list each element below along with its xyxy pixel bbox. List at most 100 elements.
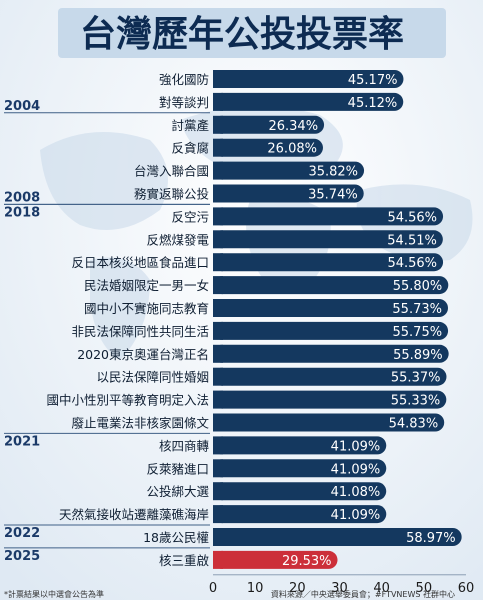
bar-left-cap	[213, 70, 223, 88]
bar-left-cap	[213, 436, 223, 455]
year-label: 2004	[4, 99, 40, 114]
category-label: 務實返聯公投	[134, 187, 209, 202]
page-title: 台灣歷年公投投票率	[80, 14, 404, 55]
bar-left-cap	[213, 161, 223, 180]
bar-left-cap	[213, 390, 223, 409]
bar-left-cap	[213, 184, 223, 203]
bar	[213, 138, 323, 157]
bar	[213, 550, 338, 569]
bar-left-cap	[213, 115, 223, 134]
category-label: 反貪腐	[171, 141, 209, 156]
bar	[213, 482, 387, 501]
category-label: 核四商轉	[159, 438, 210, 453]
value-label: 54.56%	[387, 256, 437, 271]
bar	[213, 115, 325, 134]
x-tick-label: 20	[289, 581, 306, 596]
bar	[213, 207, 444, 226]
value-label: 35.82%	[308, 165, 358, 180]
value-label: 29.53%	[282, 554, 332, 569]
title-box	[58, 8, 446, 58]
bar	[213, 321, 449, 340]
value-label: 55.37%	[391, 371, 441, 386]
category-label: 強化國防	[159, 72, 209, 87]
value-label: 54.51%	[387, 233, 437, 248]
bar	[213, 161, 365, 180]
bar-left-cap	[213, 138, 223, 157]
bar	[213, 390, 447, 409]
bar	[213, 413, 445, 432]
bar	[213, 367, 447, 386]
bar	[213, 70, 404, 88]
year-label: 2008	[4, 190, 40, 205]
bar	[213, 528, 462, 546]
category-label: 民法婚姻限定一男一女	[84, 278, 209, 293]
category-label: 對等談判	[159, 95, 209, 110]
value-label: 58.97%	[406, 531, 456, 546]
bar-left-cap	[213, 505, 223, 524]
value-label: 54.83%	[389, 417, 439, 432]
x-axis: 0 10 20 30 40 50 60	[209, 574, 475, 596]
bar	[213, 92, 404, 111]
category-label: 天然氣接收站遷離藻礁海岸	[59, 507, 209, 522]
bar-left-cap	[213, 207, 223, 226]
value-label: 41.09%	[331, 462, 381, 477]
category-label: 反空污	[171, 209, 209, 224]
title-banner: 台灣歷年公投投票率	[58, 8, 446, 58]
category-label: 非民法保障同性共同生活	[71, 324, 209, 339]
bar-left-cap	[213, 299, 223, 317]
category-label: 18歲公民權	[143, 530, 209, 545]
category-label: 廢止電業法非核家園條文	[71, 416, 209, 431]
category-label: 台灣入聯合國	[134, 164, 209, 179]
bar-left-cap	[213, 367, 223, 386]
bar-left-cap	[213, 482, 223, 501]
bar-left-cap	[213, 413, 223, 432]
bar	[213, 459, 387, 478]
value-label: 45.12%	[348, 96, 398, 111]
category-label: 國中小性別平等教育明定入法	[46, 393, 209, 408]
bar-left-cap	[213, 92, 223, 111]
year-label: 2021	[4, 434, 40, 449]
bar	[213, 344, 449, 363]
bar-left-cap	[213, 230, 223, 249]
x-tick-label: 50	[416, 581, 433, 596]
bar	[213, 505, 387, 524]
value-label: 26.34%	[268, 119, 318, 134]
category-label: 核三重啟	[159, 553, 210, 568]
bar	[213, 230, 443, 249]
category-label: 反日本核災地區食品進口	[71, 255, 209, 270]
value-label: 55.89%	[393, 348, 443, 363]
bar-left-cap	[213, 276, 223, 295]
value-label: 26.08%	[267, 142, 317, 157]
footnote: *計票結果以中選會公告為準	[4, 589, 104, 599]
x-tick-label: 0	[209, 581, 217, 596]
bar	[213, 253, 444, 272]
bar	[213, 299, 448, 317]
category-label: 2020東京奧運台灣正名	[77, 347, 209, 362]
bar-layer: 強化國防 45.17% 對等談判 45.12% 討黨產 26.34% 反貪腐 26.08% 台灣…	[46, 70, 462, 569]
value-label: 41.09%	[331, 508, 381, 523]
x-tick-label: 10	[247, 581, 264, 596]
bar-left-cap	[213, 528, 223, 546]
bar	[213, 184, 364, 203]
category-label: 反燃煤發電	[146, 232, 209, 247]
category-label: 公投綁大選	[146, 484, 209, 499]
category-label: 國中小不實施同志教育	[84, 301, 209, 316]
value-label: 54.56%	[387, 210, 437, 225]
value-label: 41.09%	[331, 439, 381, 454]
value-label: 41.08%	[331, 485, 381, 500]
year-label: 2022	[4, 526, 40, 541]
x-tick-label: 40	[373, 581, 390, 596]
category-label: 以民法保障同性婚姻	[96, 370, 209, 385]
x-tick-label: 60	[458, 581, 475, 596]
x-tick-label: 30	[331, 581, 348, 596]
bar-left-cap	[213, 550, 223, 569]
value-label: 55.75%	[393, 325, 443, 340]
bar-left-cap	[213, 321, 223, 340]
value-label: 55.33%	[391, 394, 441, 409]
bar-left-cap	[213, 344, 223, 363]
source-note: 資料來源／中央選舉委員會；#FTVNEWS 社群中心	[271, 589, 455, 599]
value-label: 55.73%	[392, 302, 442, 317]
bar-left-cap	[213, 253, 223, 272]
